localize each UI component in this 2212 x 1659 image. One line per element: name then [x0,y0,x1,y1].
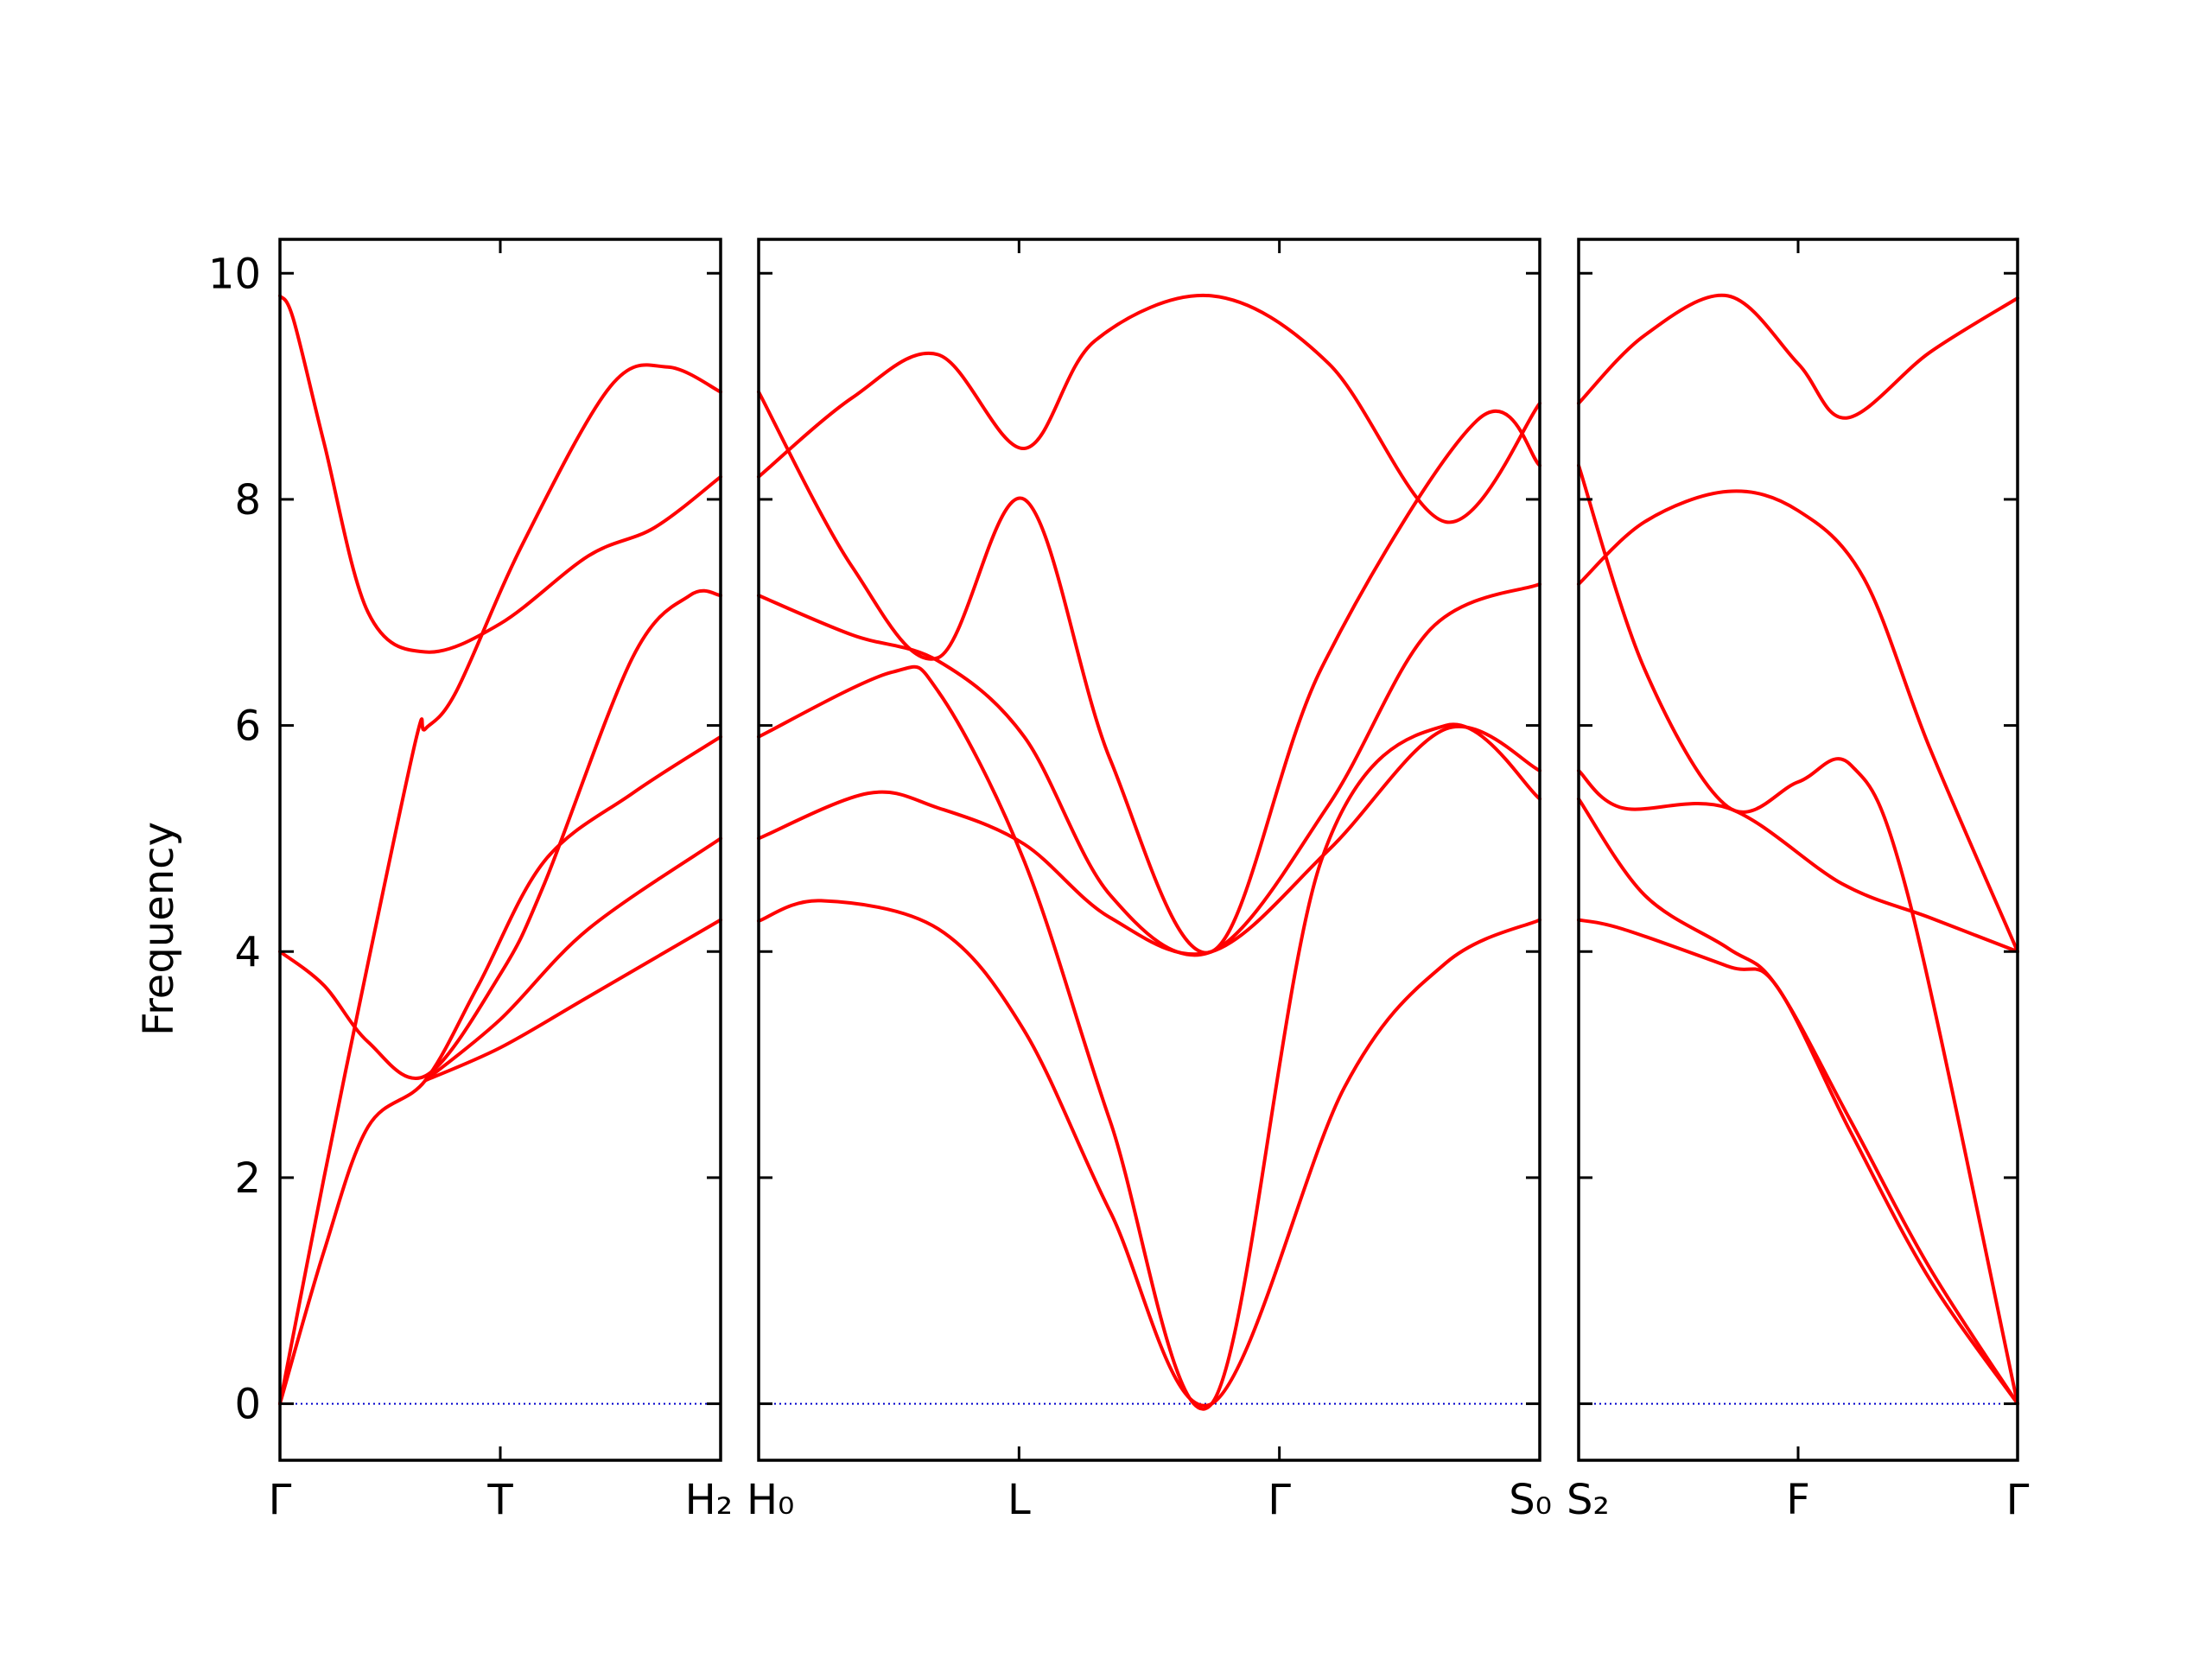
x-tick-label: Γ [2006,1476,2030,1524]
band-2 [278,588,722,1080]
panel-2: H₀ L Γ S₀ [747,238,1552,1524]
panel-frame [757,238,1541,1462]
x-tick-label: H₀ [747,1476,794,1524]
band-1 [1577,293,2019,420]
band-4 [278,734,722,1406]
x-tick-label: Γ [1268,1476,1291,1524]
panel-frame [278,238,722,1462]
y-tick-label: 6 [234,702,261,751]
band-3 [278,363,722,1406]
panel-frame [1577,238,2019,1462]
x-tick-label: L [1007,1476,1031,1524]
x-tick-label: F [1786,1476,1810,1524]
band-1 [757,293,1541,524]
x-tick-label: H₂ [685,1476,733,1524]
band-6 [1577,918,2019,1406]
y-tick-label: 8 [234,476,261,524]
band-5 [423,836,722,1083]
x-tick-label: S₀ [1509,1476,1552,1524]
band-2 [757,390,1541,955]
band-3 [1577,463,2019,1406]
band-2 [1577,489,2019,954]
y-axis-label: Frequency [135,822,183,1036]
x-tick-label: T [486,1476,513,1524]
panels-group: 0 2 4 6 8 10 Γ T H₂ H₀ L Γ S₀ S₂ F Γ [208,238,2030,1524]
band-6 [757,899,1541,1408]
band-6 [423,918,722,1083]
x-tick-label: Γ [269,1476,292,1524]
panel-3: S₂ F Γ [1567,238,2030,1524]
panel-1: 0 2 4 6 8 10 Γ T H₂ [208,238,733,1524]
y-tick-label: 10 [208,250,261,298]
band-1 [278,294,722,654]
band-5 [757,725,1541,957]
band-4 [1577,768,2019,954]
band-4 [757,664,1541,1411]
band-3 [757,582,1541,957]
y-tick-label: 2 [234,1154,261,1203]
x-tick-label: S₂ [1567,1476,1610,1524]
y-tick-label: 0 [234,1381,261,1429]
y-tick-label: 4 [234,928,261,976]
